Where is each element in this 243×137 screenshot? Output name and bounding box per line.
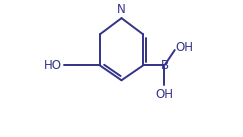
Text: OH: OH [175,41,193,54]
Text: OH: OH [156,88,174,101]
Text: HO: HO [43,59,61,72]
Text: B: B [160,59,168,72]
Text: N: N [117,3,126,16]
